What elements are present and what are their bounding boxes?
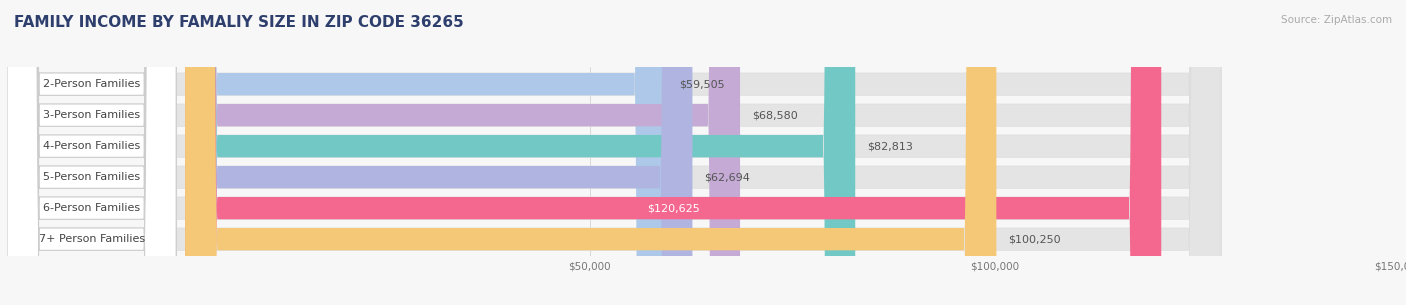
FancyBboxPatch shape xyxy=(186,0,666,305)
FancyBboxPatch shape xyxy=(7,0,176,305)
Text: 4-Person Families: 4-Person Families xyxy=(44,141,141,151)
FancyBboxPatch shape xyxy=(7,0,176,305)
Text: Source: ZipAtlas.com: Source: ZipAtlas.com xyxy=(1281,15,1392,25)
Text: $68,580: $68,580 xyxy=(752,110,799,120)
FancyBboxPatch shape xyxy=(7,0,176,305)
Text: 6-Person Families: 6-Person Families xyxy=(44,203,141,213)
FancyBboxPatch shape xyxy=(7,0,176,305)
FancyBboxPatch shape xyxy=(7,0,1220,305)
FancyBboxPatch shape xyxy=(186,0,997,305)
Text: 2-Person Families: 2-Person Families xyxy=(44,79,141,89)
FancyBboxPatch shape xyxy=(7,0,1220,305)
FancyBboxPatch shape xyxy=(7,0,176,305)
FancyBboxPatch shape xyxy=(186,0,855,305)
Text: $59,505: $59,505 xyxy=(679,79,724,89)
Text: 5-Person Families: 5-Person Families xyxy=(44,172,141,182)
FancyBboxPatch shape xyxy=(7,0,1220,305)
Text: 7+ Person Families: 7+ Person Families xyxy=(38,234,145,244)
Text: $100,250: $100,250 xyxy=(1008,234,1062,244)
Text: $82,813: $82,813 xyxy=(868,141,914,151)
FancyBboxPatch shape xyxy=(186,0,1161,305)
Text: $62,694: $62,694 xyxy=(704,172,751,182)
FancyBboxPatch shape xyxy=(7,0,1220,305)
FancyBboxPatch shape xyxy=(186,0,692,305)
Text: FAMILY INCOME BY FAMALIY SIZE IN ZIP CODE 36265: FAMILY INCOME BY FAMALIY SIZE IN ZIP COD… xyxy=(14,15,464,30)
FancyBboxPatch shape xyxy=(7,0,176,305)
Text: 3-Person Families: 3-Person Families xyxy=(44,110,141,120)
FancyBboxPatch shape xyxy=(7,0,1220,305)
FancyBboxPatch shape xyxy=(186,0,740,305)
FancyBboxPatch shape xyxy=(7,0,1220,305)
Text: $120,625: $120,625 xyxy=(647,203,700,213)
